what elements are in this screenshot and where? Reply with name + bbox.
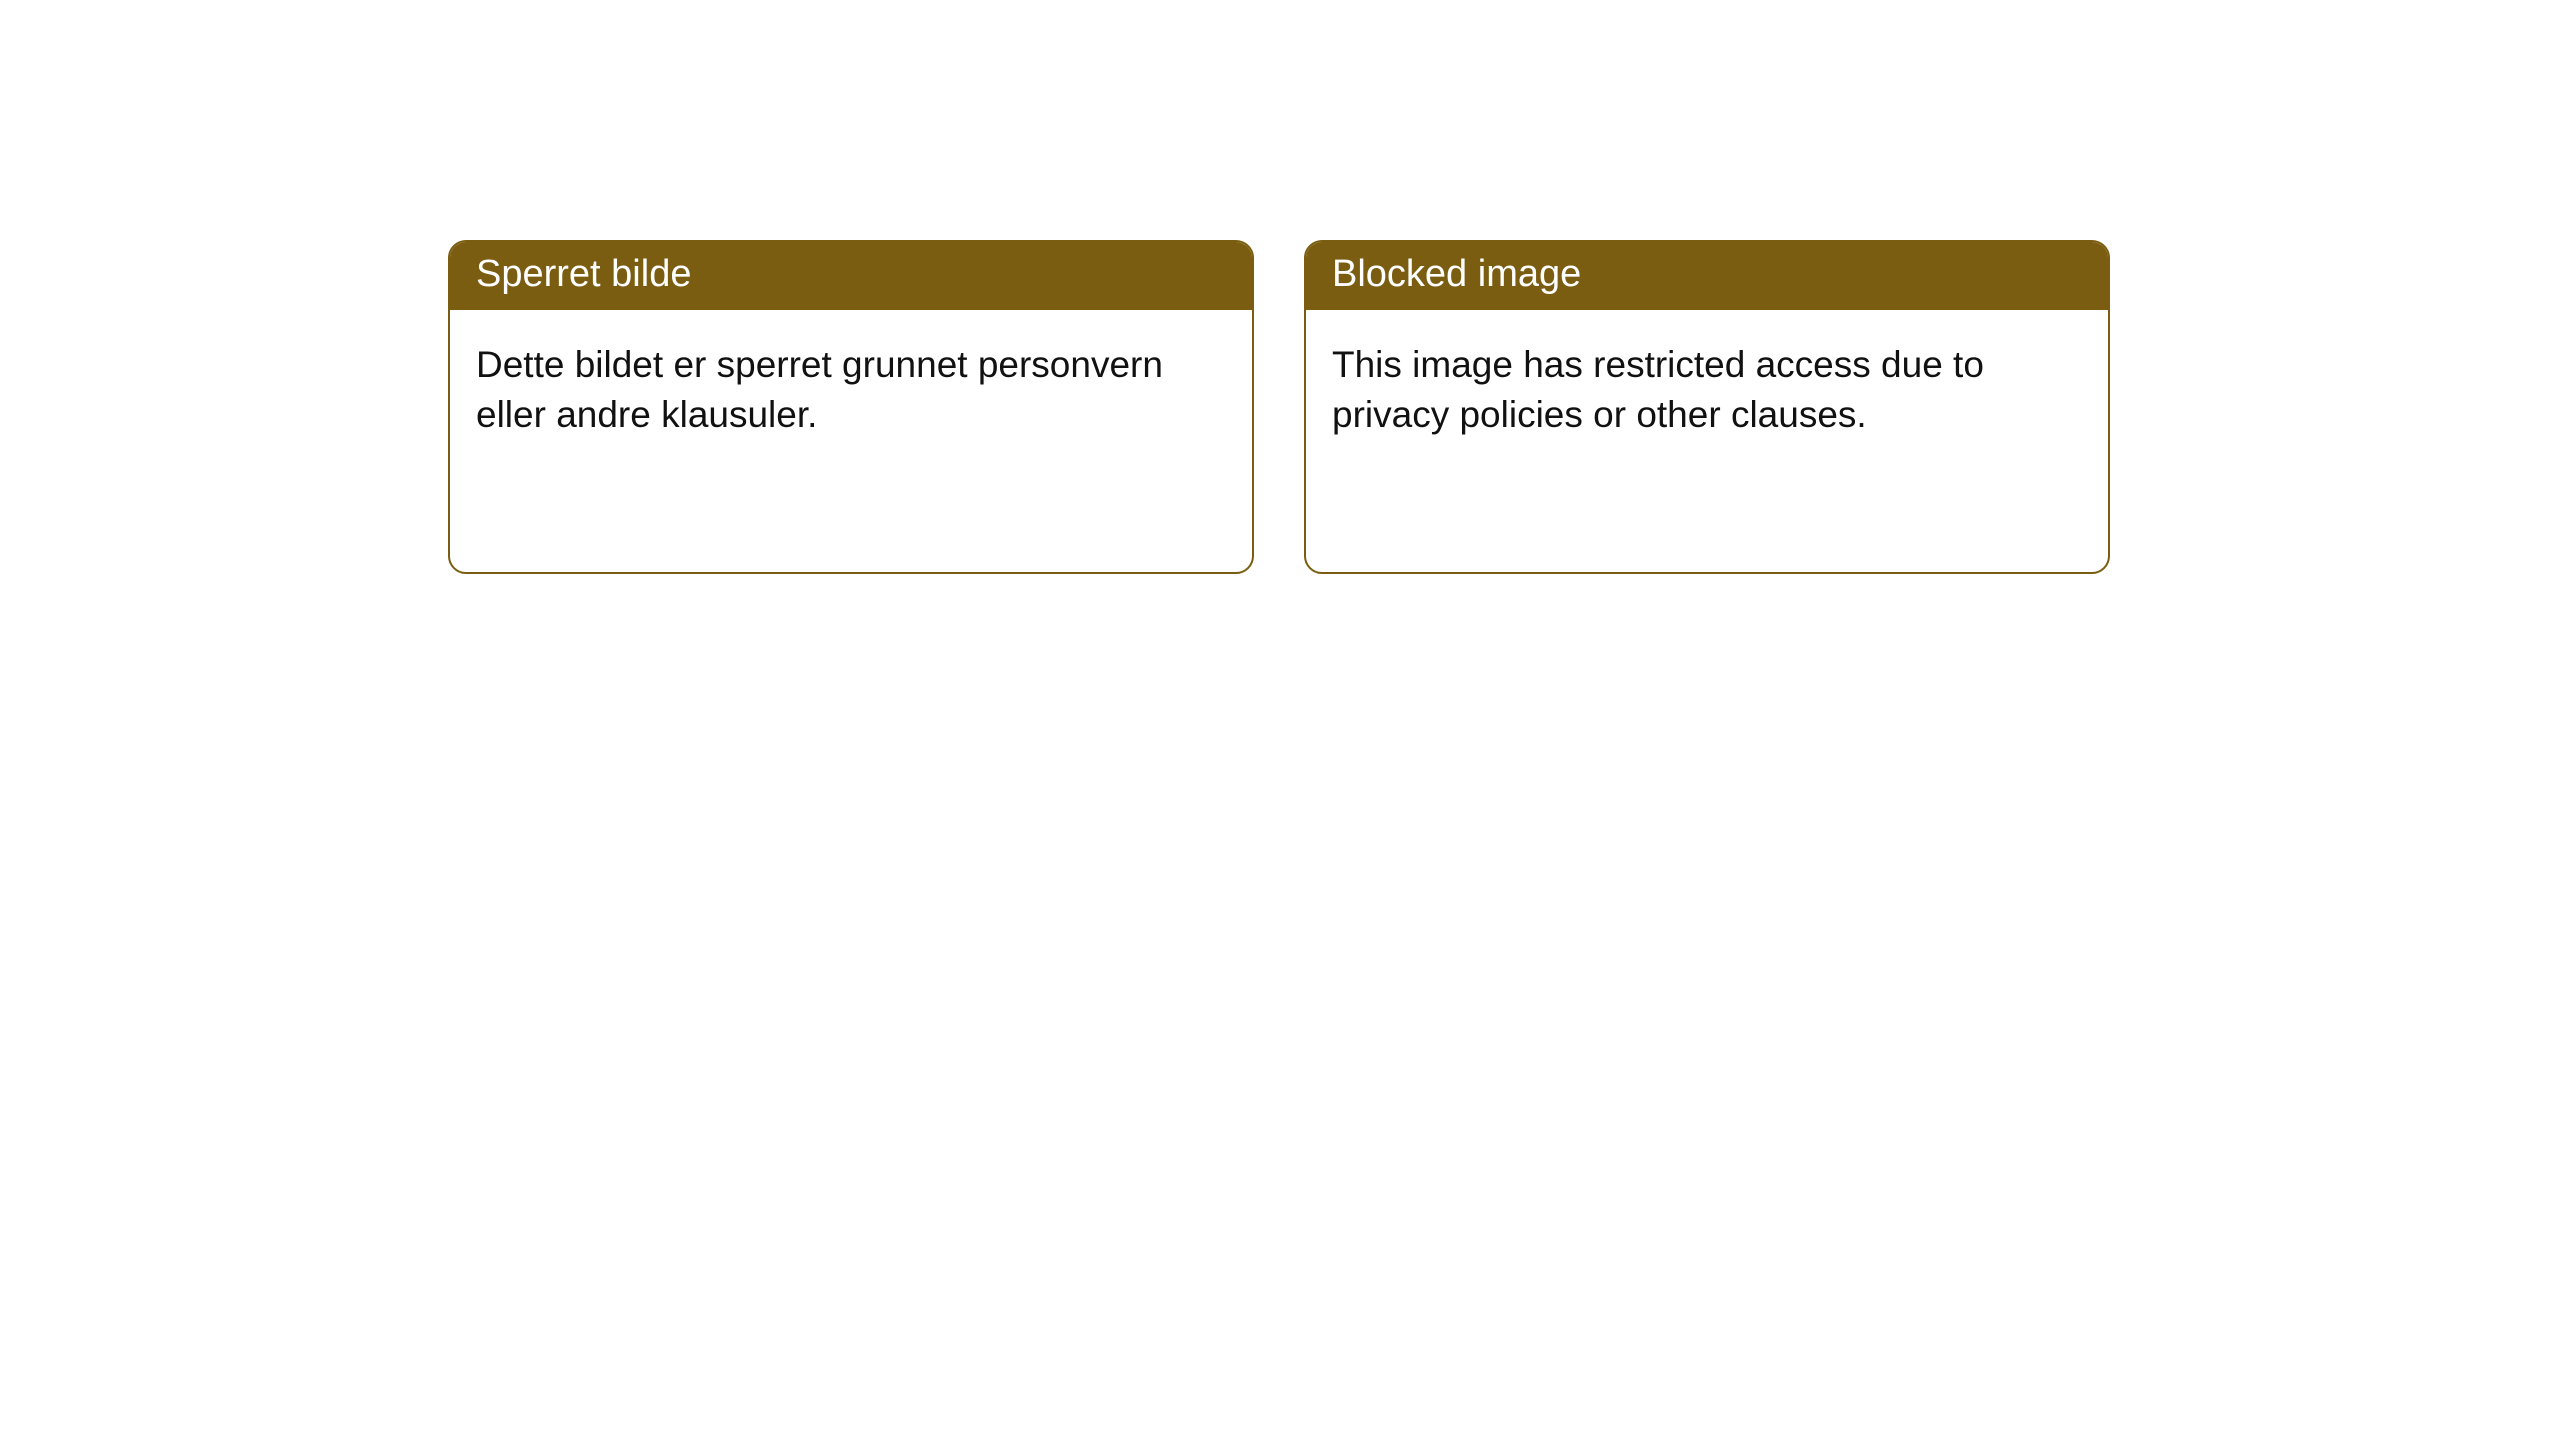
card-message: Dette bildet er sperret grunnet personve… bbox=[476, 344, 1163, 435]
card-title: Sperret bilde bbox=[476, 253, 691, 295]
card-body: Dette bildet er sperret grunnet personve… bbox=[450, 310, 1252, 470]
card-body: This image has restricted access due to … bbox=[1306, 310, 2108, 470]
notice-card-norwegian: Sperret bilde Dette bildet er sperret gr… bbox=[448, 240, 1254, 574]
notice-card-english: Blocked image This image has restricted … bbox=[1304, 240, 2110, 574]
card-message: This image has restricted access due to … bbox=[1332, 344, 1984, 435]
card-header: Sperret bilde bbox=[450, 242, 1252, 310]
card-title: Blocked image bbox=[1332, 253, 1581, 295]
card-header: Blocked image bbox=[1306, 242, 2108, 310]
notice-container: Sperret bilde Dette bildet er sperret gr… bbox=[0, 0, 2560, 574]
